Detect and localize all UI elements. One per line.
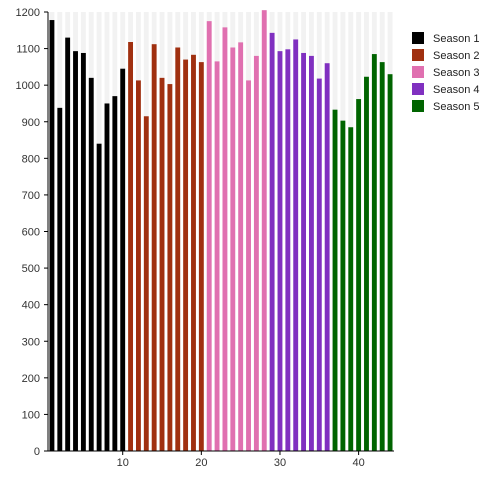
bar-2-12	[135, 80, 141, 452]
bar-5-39	[348, 127, 354, 452]
y-tick-label: 800	[22, 153, 40, 165]
y-tick-label: 0	[34, 446, 40, 458]
legend-label-1: Season 1	[433, 33, 479, 45]
bar-2-11	[128, 41, 134, 452]
bar-4-33	[301, 52, 307, 452]
bar-1-4	[73, 51, 78, 451]
bar-5-37	[332, 109, 338, 452]
legend-label-2: Season 2	[433, 50, 479, 62]
bar-2-18	[183, 59, 189, 451]
legend: Season 1 Season 2 Season 3 Season 4 Season 5	[412, 32, 479, 113]
bar-1-2	[57, 107, 63, 452]
bar-1-10	[120, 68, 126, 452]
bar-5-41	[364, 76, 369, 451]
y-tick-label: 1100	[16, 44, 40, 56]
bar-1-7	[96, 143, 102, 451]
bar-4-29	[269, 32, 275, 451]
bar-2-13	[143, 116, 149, 451]
legend-swatch-4	[412, 83, 424, 95]
legend-swatch-1	[412, 32, 424, 44]
bar-2-14	[151, 44, 157, 452]
y-tick-label: 1000	[16, 80, 40, 92]
legend-swatch-2	[412, 49, 424, 61]
bars	[49, 10, 393, 452]
bar-4-31	[285, 49, 291, 451]
bar-2-16	[167, 84, 173, 452]
y-tick-label: 700	[22, 190, 40, 202]
axes: 0 100 200 300 400 500 600 700 800 900 1000 1100 1200…	[16, 7, 394, 469]
bar-2-19	[191, 54, 196, 452]
bar-2-17	[175, 47, 181, 451]
legend-swatch-3	[412, 66, 424, 78]
legend-swatch-5	[412, 100, 424, 112]
y-tick-label: 1200	[16, 7, 40, 19]
legend-label-3: Season 3	[433, 67, 479, 79]
y-tick-label: 300	[22, 336, 40, 348]
bar-3-21	[206, 21, 212, 451]
legend-label-4: Season 4	[433, 84, 479, 96]
bar-5-43	[379, 62, 385, 451]
bar-3-24	[230, 47, 236, 451]
bar-2-15	[159, 77, 165, 451]
bar-4-30	[277, 51, 283, 451]
x-tick-label: 10	[117, 457, 129, 469]
y-tick-label: 100	[22, 409, 40, 421]
bar-1-6	[88, 77, 94, 451]
bar-3-27	[253, 55, 259, 452]
y-tick-label: 200	[22, 373, 40, 385]
bar-5-40	[356, 99, 362, 452]
bar-3-28	[261, 10, 267, 451]
x-tick-label: 40	[352, 457, 364, 469]
bar-1-8	[104, 103, 110, 451]
bar-3-22	[214, 61, 220, 451]
bar-1-5	[80, 52, 86, 452]
legend-label-5: Season 5	[433, 101, 479, 113]
bar-5-42	[371, 54, 377, 452]
bar-1-1	[49, 20, 55, 451]
bar-1-9	[112, 96, 118, 452]
y-tick-label: 400	[22, 300, 40, 312]
bar-4-32	[293, 39, 299, 451]
y-tick-label: 600	[22, 227, 40, 239]
bar-4-36	[324, 63, 330, 451]
bar-4-34	[308, 55, 314, 452]
y-tick-label: 900	[22, 117, 40, 129]
bar-2-20	[198, 62, 204, 451]
x-tick-label: 20	[195, 457, 207, 469]
bar-5-44	[387, 74, 393, 452]
y-tick-label: 500	[22, 263, 40, 275]
bar-3-25	[238, 42, 244, 451]
x-tick-label: 30	[274, 457, 286, 469]
bar-4-35	[316, 78, 322, 451]
bar-3-26	[246, 80, 251, 452]
bar-3-23	[222, 27, 228, 452]
bar-5-38	[340, 120, 346, 451]
bar-1-3	[65, 37, 71, 451]
